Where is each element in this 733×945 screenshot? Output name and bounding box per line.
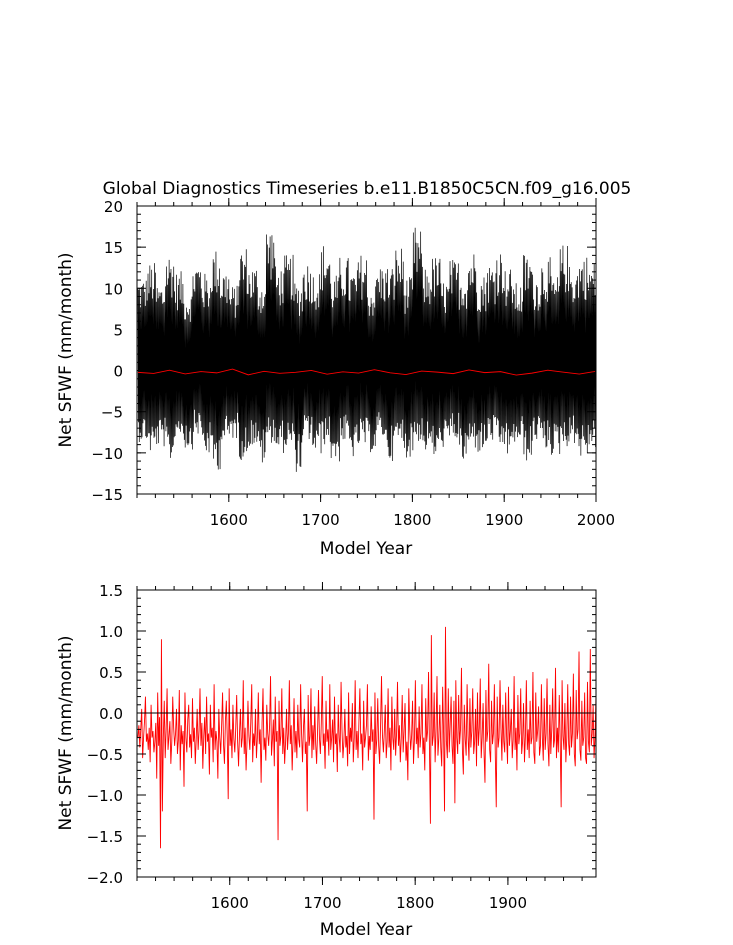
top-y-tick-label: −15 [91, 486, 123, 504]
bottom-y-tick-label: 1.0 [99, 623, 123, 641]
top-x-tick-label: 1600 [210, 511, 248, 529]
bottom-x-tick-label: 1700 [303, 894, 341, 912]
top-y-tick-label: 0 [113, 363, 123, 381]
top-series-monthly-line [137, 227, 596, 472]
bottom-plot-frame [136, 589, 597, 878]
top-x-tick-label: 1700 [302, 511, 340, 529]
top-series-annual-line [137, 368, 596, 376]
top-x-tick-label: 1800 [393, 511, 431, 529]
top-x-tick-label: 2000 [577, 511, 615, 529]
bottom-x-tick-label: 1900 [489, 894, 527, 912]
bottom-axes-group: −2.0 −1.5 −1.0 −0.5 0.0 0.5 1.0 1.5 1600 1700 1800… [87, 582, 596, 912]
bottom-x-axis-label: Model Year [320, 920, 412, 940]
top-x-axis-label: Model Year [320, 539, 412, 559]
bottom-y-tick-label: 0.0 [99, 705, 123, 723]
top-y-tick-label: 20 [104, 198, 123, 216]
top-y-tick-label: −5 [101, 404, 123, 422]
top-plot-frame [136, 205, 597, 495]
bottom-x-tick-label: 1600 [211, 894, 249, 912]
bottom-y-tick-label: −1.0 [87, 787, 123, 805]
bottom-series-annual-line [137, 626, 597, 849]
bottom-y-tick-label: −0.5 [87, 746, 123, 764]
bottom-y-axis-label: Net SFWF (mm/month) [56, 635, 76, 830]
top-series-group [137, 227, 596, 472]
top-axes-group: −15 −10 −5 0 5 10 15 20 1600 1700 1800 1900 2000 [91, 198, 615, 529]
chart-title: Global Diagnostics Timeseries b.e11.B185… [103, 179, 632, 199]
bottom-y-tick-label: −1.5 [87, 828, 123, 846]
top-panel: −15 −10 −5 0 5 10 15 20 1600 1700 1800 1900 2000 Mod… [56, 198, 615, 559]
top-x-tick-label: 1900 [485, 511, 523, 529]
bottom-x-tick-label: 1800 [396, 894, 434, 912]
top-y-axis-label: Net SFWF (mm/month) [56, 252, 76, 447]
top-y-tick-label: −10 [91, 445, 123, 463]
top-y-tick-label: 5 [113, 321, 123, 339]
bottom-panel: −2.0 −1.5 −1.0 −0.5 0.0 0.5 1.0 1.5 1600 1700 1800… [56, 582, 597, 940]
top-y-tick-label: 15 [104, 239, 123, 257]
top-y-tick-label: 10 [104, 280, 123, 298]
bottom-y-tick-label: 0.5 [99, 664, 123, 682]
bottom-series-group [137, 626, 597, 849]
bottom-y-tick-label: −2.0 [87, 869, 123, 887]
bottom-y-tick-label: 1.5 [99, 582, 123, 600]
